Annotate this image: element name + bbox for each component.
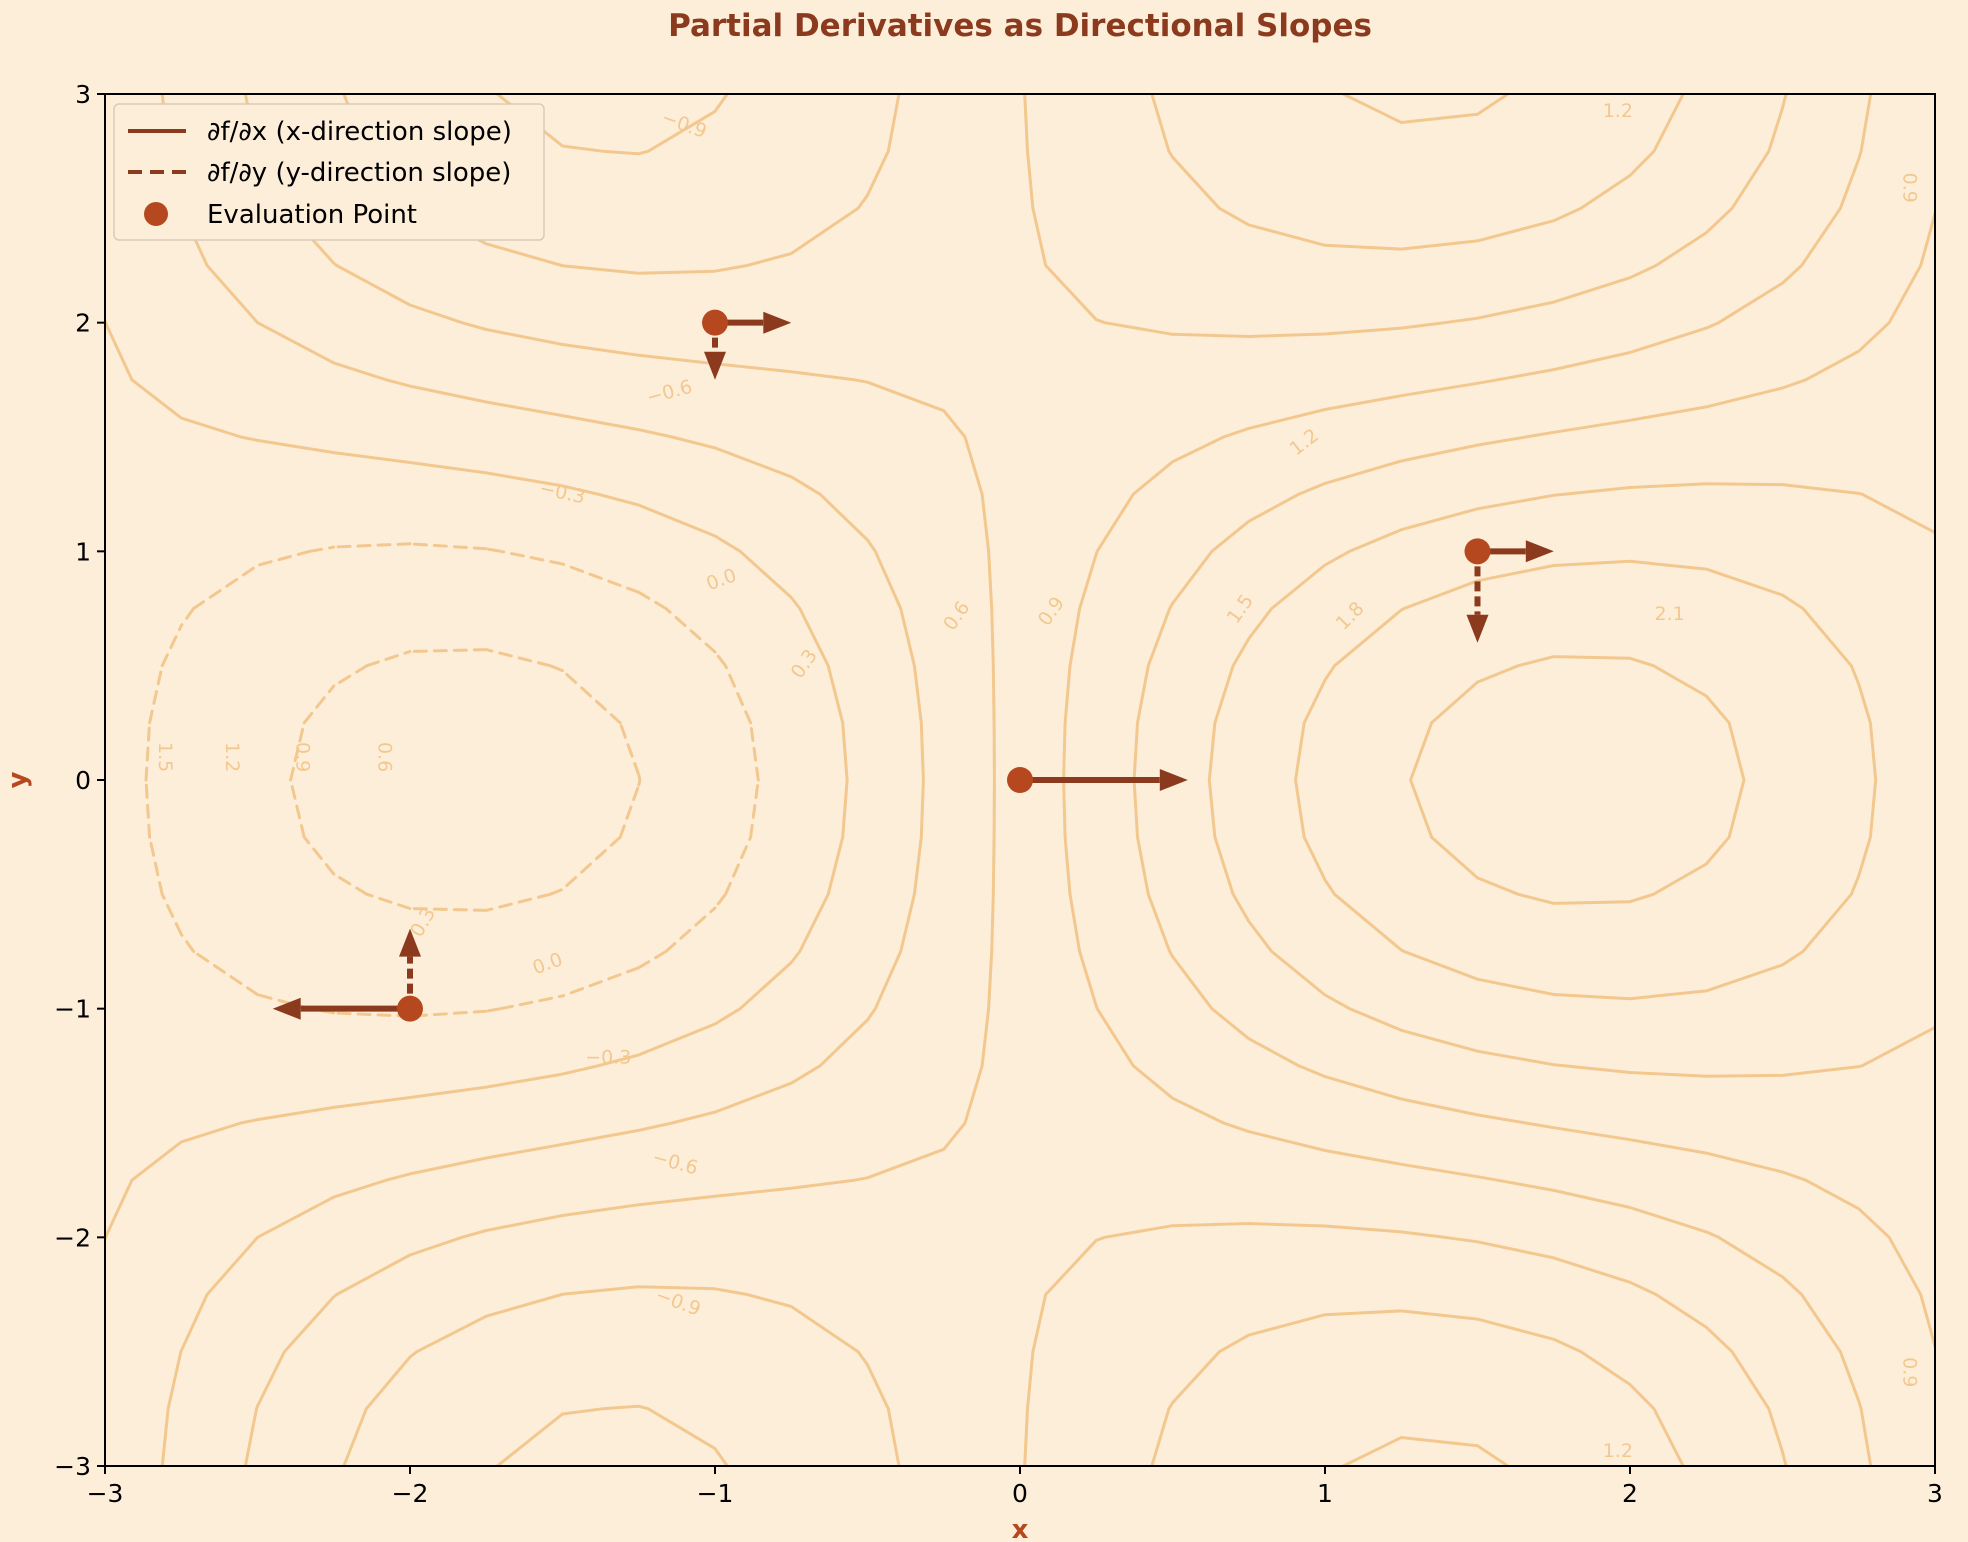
x-tick-label: −1 <box>697 1479 734 1508</box>
contour-label: 0.6 <box>374 742 396 772</box>
contour-level-line <box>1294 559 1878 1001</box>
contour-label: 2.1 <box>1655 603 1685 625</box>
contour-level-line <box>1409 655 1746 905</box>
dfdx-arrow <box>1020 769 1188 791</box>
x-tick-label: −2 <box>392 1479 429 1508</box>
legend-point-swatch <box>144 202 168 226</box>
contour-label: −0.3 <box>585 1047 631 1069</box>
dfdy-arrow <box>1466 551 1489 643</box>
y-tick-label: −1 <box>54 995 91 1024</box>
y-tick-label: −2 <box>54 1223 91 1252</box>
y-axis-label: y <box>3 771 33 788</box>
evaluation-point <box>1464 538 1491 565</box>
legend-box <box>113 103 545 241</box>
y-axis-ticks: −3 −2 −1 0 1 2 3 <box>54 80 105 1481</box>
contour-label: −0.6 <box>650 1146 700 1179</box>
legend-dfdy-label: ∂f/∂y (y-direction slope) <box>207 158 511 188</box>
x-tick-label: 3 <box>1927 1479 1943 1508</box>
chart-title: Partial Derivatives as Directional Slope… <box>668 8 1372 44</box>
contour-level-line <box>495 94 1935 1466</box>
dfdx-arrow <box>272 997 410 1020</box>
contour-lines <box>105 94 1935 1466</box>
dfdy-arrow-head <box>1466 614 1489 643</box>
legend-point-label: Evaluation Point <box>207 200 417 230</box>
evaluation-point <box>397 995 423 1022</box>
contour-level-line <box>243 94 1788 1466</box>
evaluation-points <box>397 309 1491 1022</box>
dfdx-arrow-head <box>1159 769 1188 791</box>
contour-label: 0.9 <box>1899 1357 1921 1387</box>
evaluation-point <box>702 309 728 336</box>
dfdx-arrow-head <box>1525 540 1554 563</box>
contour-label: −0.6 <box>644 376 694 409</box>
contour-label: 0.0 <box>703 564 739 595</box>
dfdy-arrow-head <box>399 928 421 957</box>
contour-label: 0.3 <box>787 645 822 682</box>
contour-level-line <box>144 542 760 1018</box>
x-tick-label: 0 <box>1012 1479 1028 1508</box>
contour-label: 1.2 <box>1286 424 1323 460</box>
x-tick-label: 1 <box>1317 1479 1333 1508</box>
y-tick-label: 0 <box>75 766 91 795</box>
x-axis-ticks: −3 −2 −1 0 1 2 3 <box>87 1466 1943 1508</box>
evaluation-point <box>1007 767 1033 793</box>
x-tick-label: 2 <box>1622 1479 1638 1508</box>
dfdx-arrow-head <box>763 311 792 334</box>
y-tick-label: 2 <box>75 309 91 338</box>
contour-label: 1.2 <box>221 742 243 772</box>
legend-dfdx-label: ∂f/∂x (x-direction slope) <box>207 117 512 147</box>
contour-label: 0.9 <box>1034 593 1069 630</box>
dfdx-arrow-head <box>272 997 301 1020</box>
legend: ∂f/∂x (x-direction slope) ∂f/∂y (y-direc… <box>113 103 545 241</box>
contour-level-line <box>105 94 1510 1466</box>
contour-label: 1.2 <box>1603 100 1633 122</box>
contour-level-line <box>289 648 642 912</box>
x-tick-label: −3 <box>87 1479 124 1508</box>
y-tick-label: 1 <box>75 537 91 566</box>
contour-label: −0.9 <box>659 106 710 142</box>
contour-label: 1.8 <box>1332 598 1369 635</box>
y-tick-label: −3 <box>54 1452 91 1481</box>
contour-label: 1.2 <box>1603 1440 1633 1462</box>
dfdy-arrow-head <box>704 351 726 380</box>
contour-label: 0.0 <box>530 948 566 979</box>
contour-label: 1.5 <box>1223 590 1258 627</box>
contour-label: 1.5 <box>154 742 176 772</box>
contour-level-line <box>1207 482 1935 1078</box>
contour-label: 0.9 <box>1899 173 1921 203</box>
x-axis-label: x <box>1012 1515 1029 1542</box>
y-tick-label: 3 <box>75 80 91 109</box>
contour-level-line <box>160 94 1685 1466</box>
contour-label: −0.3 <box>537 477 587 508</box>
contour-label: 0.6 <box>939 597 974 634</box>
contour-label: 0.9 <box>291 742 313 772</box>
